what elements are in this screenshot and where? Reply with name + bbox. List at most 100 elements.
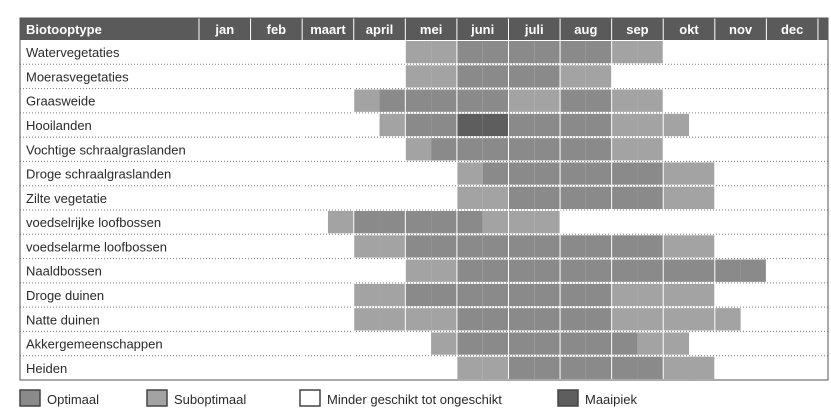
month-header-mei: mei xyxy=(420,22,442,37)
cell-optimaal xyxy=(482,308,509,331)
cell-suboptimaal xyxy=(637,113,664,137)
cell-optimaal xyxy=(714,259,741,282)
cell-optimaal xyxy=(482,162,509,185)
cell-suboptimaal xyxy=(611,138,638,161)
cell-optimaal xyxy=(405,235,432,258)
legend-swatch-optimaal xyxy=(19,389,41,407)
cell-suboptimaal xyxy=(637,89,664,112)
cell-optimaal xyxy=(482,138,509,161)
cell-suboptimaal xyxy=(637,138,664,161)
cell-suboptimaal xyxy=(663,332,690,355)
cell-optimaal xyxy=(431,89,457,112)
cell-suboptimaal xyxy=(663,308,690,331)
legend-label-maaipiek: Maaipiek xyxy=(585,392,638,407)
cell-suboptimaal xyxy=(611,41,638,64)
cell-layer xyxy=(327,41,767,380)
cell-suboptimaal xyxy=(663,186,690,210)
cell-optimaal xyxy=(585,113,612,137)
cell-optimaal xyxy=(585,308,612,331)
cell-suboptimaal xyxy=(585,65,612,88)
cell-optimaal xyxy=(456,308,483,331)
cell-optimaal xyxy=(560,113,586,137)
cell-suboptimaal xyxy=(689,235,715,258)
cell-suboptimaal xyxy=(482,186,509,210)
cell-optimaal xyxy=(431,113,457,137)
cell-suboptimaal xyxy=(353,283,380,307)
cell-suboptimaal xyxy=(637,308,664,331)
cell-optimaal xyxy=(585,162,612,185)
cell-suboptimaal xyxy=(637,283,664,307)
cell-suboptimaal xyxy=(689,162,715,185)
cell-optimaal xyxy=(585,41,612,64)
cell-optimaal xyxy=(585,138,612,161)
cell-suboptimaal xyxy=(456,162,483,185)
cell-optimaal xyxy=(585,259,612,282)
cell-suboptimaal xyxy=(405,308,432,331)
cell-suboptimaal xyxy=(379,308,406,331)
cell-suboptimaal xyxy=(431,332,457,355)
cell-suboptimaal xyxy=(689,283,715,307)
cell-optimaal xyxy=(431,283,457,307)
header-row: Biotooptype jan feb maart april mei juni juli a… xyxy=(20,18,828,40)
month-header-sep: sep xyxy=(626,22,648,37)
cell-optimaal xyxy=(482,283,509,307)
cell-suboptimaal xyxy=(637,41,664,64)
cell-optimaal xyxy=(560,283,586,307)
cell-suboptimaal xyxy=(482,356,509,380)
cell-suboptimaal xyxy=(689,186,715,210)
row-label: Hooilanden xyxy=(26,118,92,133)
legend: Optimaal Suboptimaal Minder geschikt tot o… xyxy=(19,389,638,407)
cell-optimaal xyxy=(585,283,612,307)
cell-suboptimaal xyxy=(431,308,457,331)
month-header-aug: aug xyxy=(574,22,597,37)
cell-optimaal xyxy=(405,89,432,112)
cell-optimaal xyxy=(560,186,586,210)
cell-suboptimaal xyxy=(534,211,561,234)
cell-optimaal xyxy=(637,259,664,282)
cell-suboptimaal xyxy=(689,356,715,380)
cell-suboptimaal xyxy=(431,41,457,64)
cell-optimaal xyxy=(482,89,509,112)
cell-optimaal xyxy=(482,332,509,355)
row-label: Watervegetaties xyxy=(26,45,120,60)
cell-optimaal xyxy=(560,41,586,64)
cell-optimaal xyxy=(534,283,561,307)
row-label: Akkergemeenschappen xyxy=(26,337,163,352)
cell-optimaal xyxy=(508,259,535,282)
cell-optimaal xyxy=(456,65,483,88)
row-label: Naaldbossen xyxy=(26,264,102,279)
cell-optimaal xyxy=(431,138,457,161)
legend-swatch-maaipiek xyxy=(557,389,579,407)
row-label: Droge schraalgraslanden xyxy=(26,167,171,182)
cell-optimaal xyxy=(560,259,586,282)
cell-optimaal xyxy=(560,89,586,112)
cell-maaipiek xyxy=(456,113,483,137)
cell-optimaal xyxy=(508,308,535,331)
cell-suboptimaal xyxy=(405,65,432,88)
cell-optimaal xyxy=(585,356,612,380)
cell-suboptimaal xyxy=(663,113,690,137)
cell-suboptimaal xyxy=(379,113,406,137)
cell-suboptimaal xyxy=(663,283,690,307)
cell-optimaal xyxy=(560,332,586,355)
cell-optimaal xyxy=(482,235,509,258)
cell-optimaal xyxy=(534,235,561,258)
cell-optimaal xyxy=(560,308,586,331)
header-label: Biotooptype xyxy=(26,22,102,37)
cell-suboptimaal xyxy=(379,283,406,307)
cell-suboptimaal xyxy=(456,186,483,210)
cell-suboptimaal xyxy=(663,162,690,185)
cell-optimaal xyxy=(585,332,612,355)
row-label: Droge duinen xyxy=(26,288,104,303)
cell-optimaal xyxy=(353,211,380,234)
row-label: Natte duinen xyxy=(26,312,100,327)
cell-optimaal xyxy=(456,283,483,307)
cell-suboptimaal xyxy=(560,65,586,88)
cell-suboptimaal xyxy=(534,89,561,112)
cell-suboptimaal xyxy=(431,65,457,88)
cell-optimaal xyxy=(740,259,767,282)
cell-optimaal xyxy=(637,235,664,258)
cell-optimaal xyxy=(611,235,638,258)
row-label: Graasweide xyxy=(26,94,95,109)
